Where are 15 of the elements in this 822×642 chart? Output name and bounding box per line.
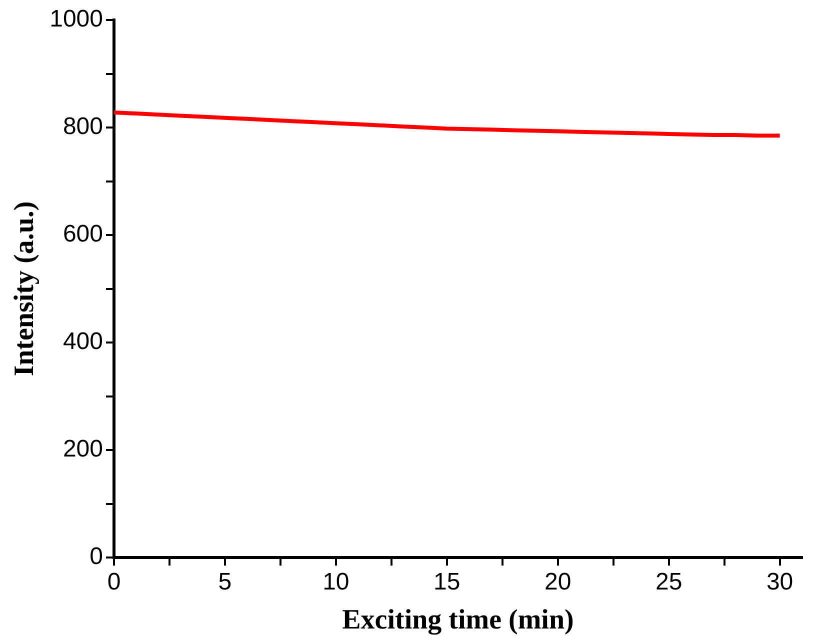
x-tick-label: 0 — [107, 568, 121, 596]
x-tick-label: 30 — [766, 568, 794, 596]
x-tick-label: 15 — [434, 568, 460, 596]
x-tick-label: 20 — [544, 568, 572, 596]
y-tick-label: 400 — [62, 328, 103, 356]
y-axis-title: Intensity (a.u.) — [9, 201, 40, 376]
y-tick-label: 0 — [90, 543, 103, 570]
x-axis-title: Exciting time (min) — [342, 604, 574, 636]
y-tick-label: 600 — [62, 220, 103, 248]
y-tick-label: 1000 — [50, 6, 103, 33]
x-tick-label: 5 — [218, 568, 232, 596]
x-tick-label: 25 — [655, 568, 682, 596]
y-tick-label: 200 — [62, 436, 103, 463]
x-tick-label: 10 — [322, 568, 350, 596]
y-tick-label: 800 — [62, 113, 103, 140]
